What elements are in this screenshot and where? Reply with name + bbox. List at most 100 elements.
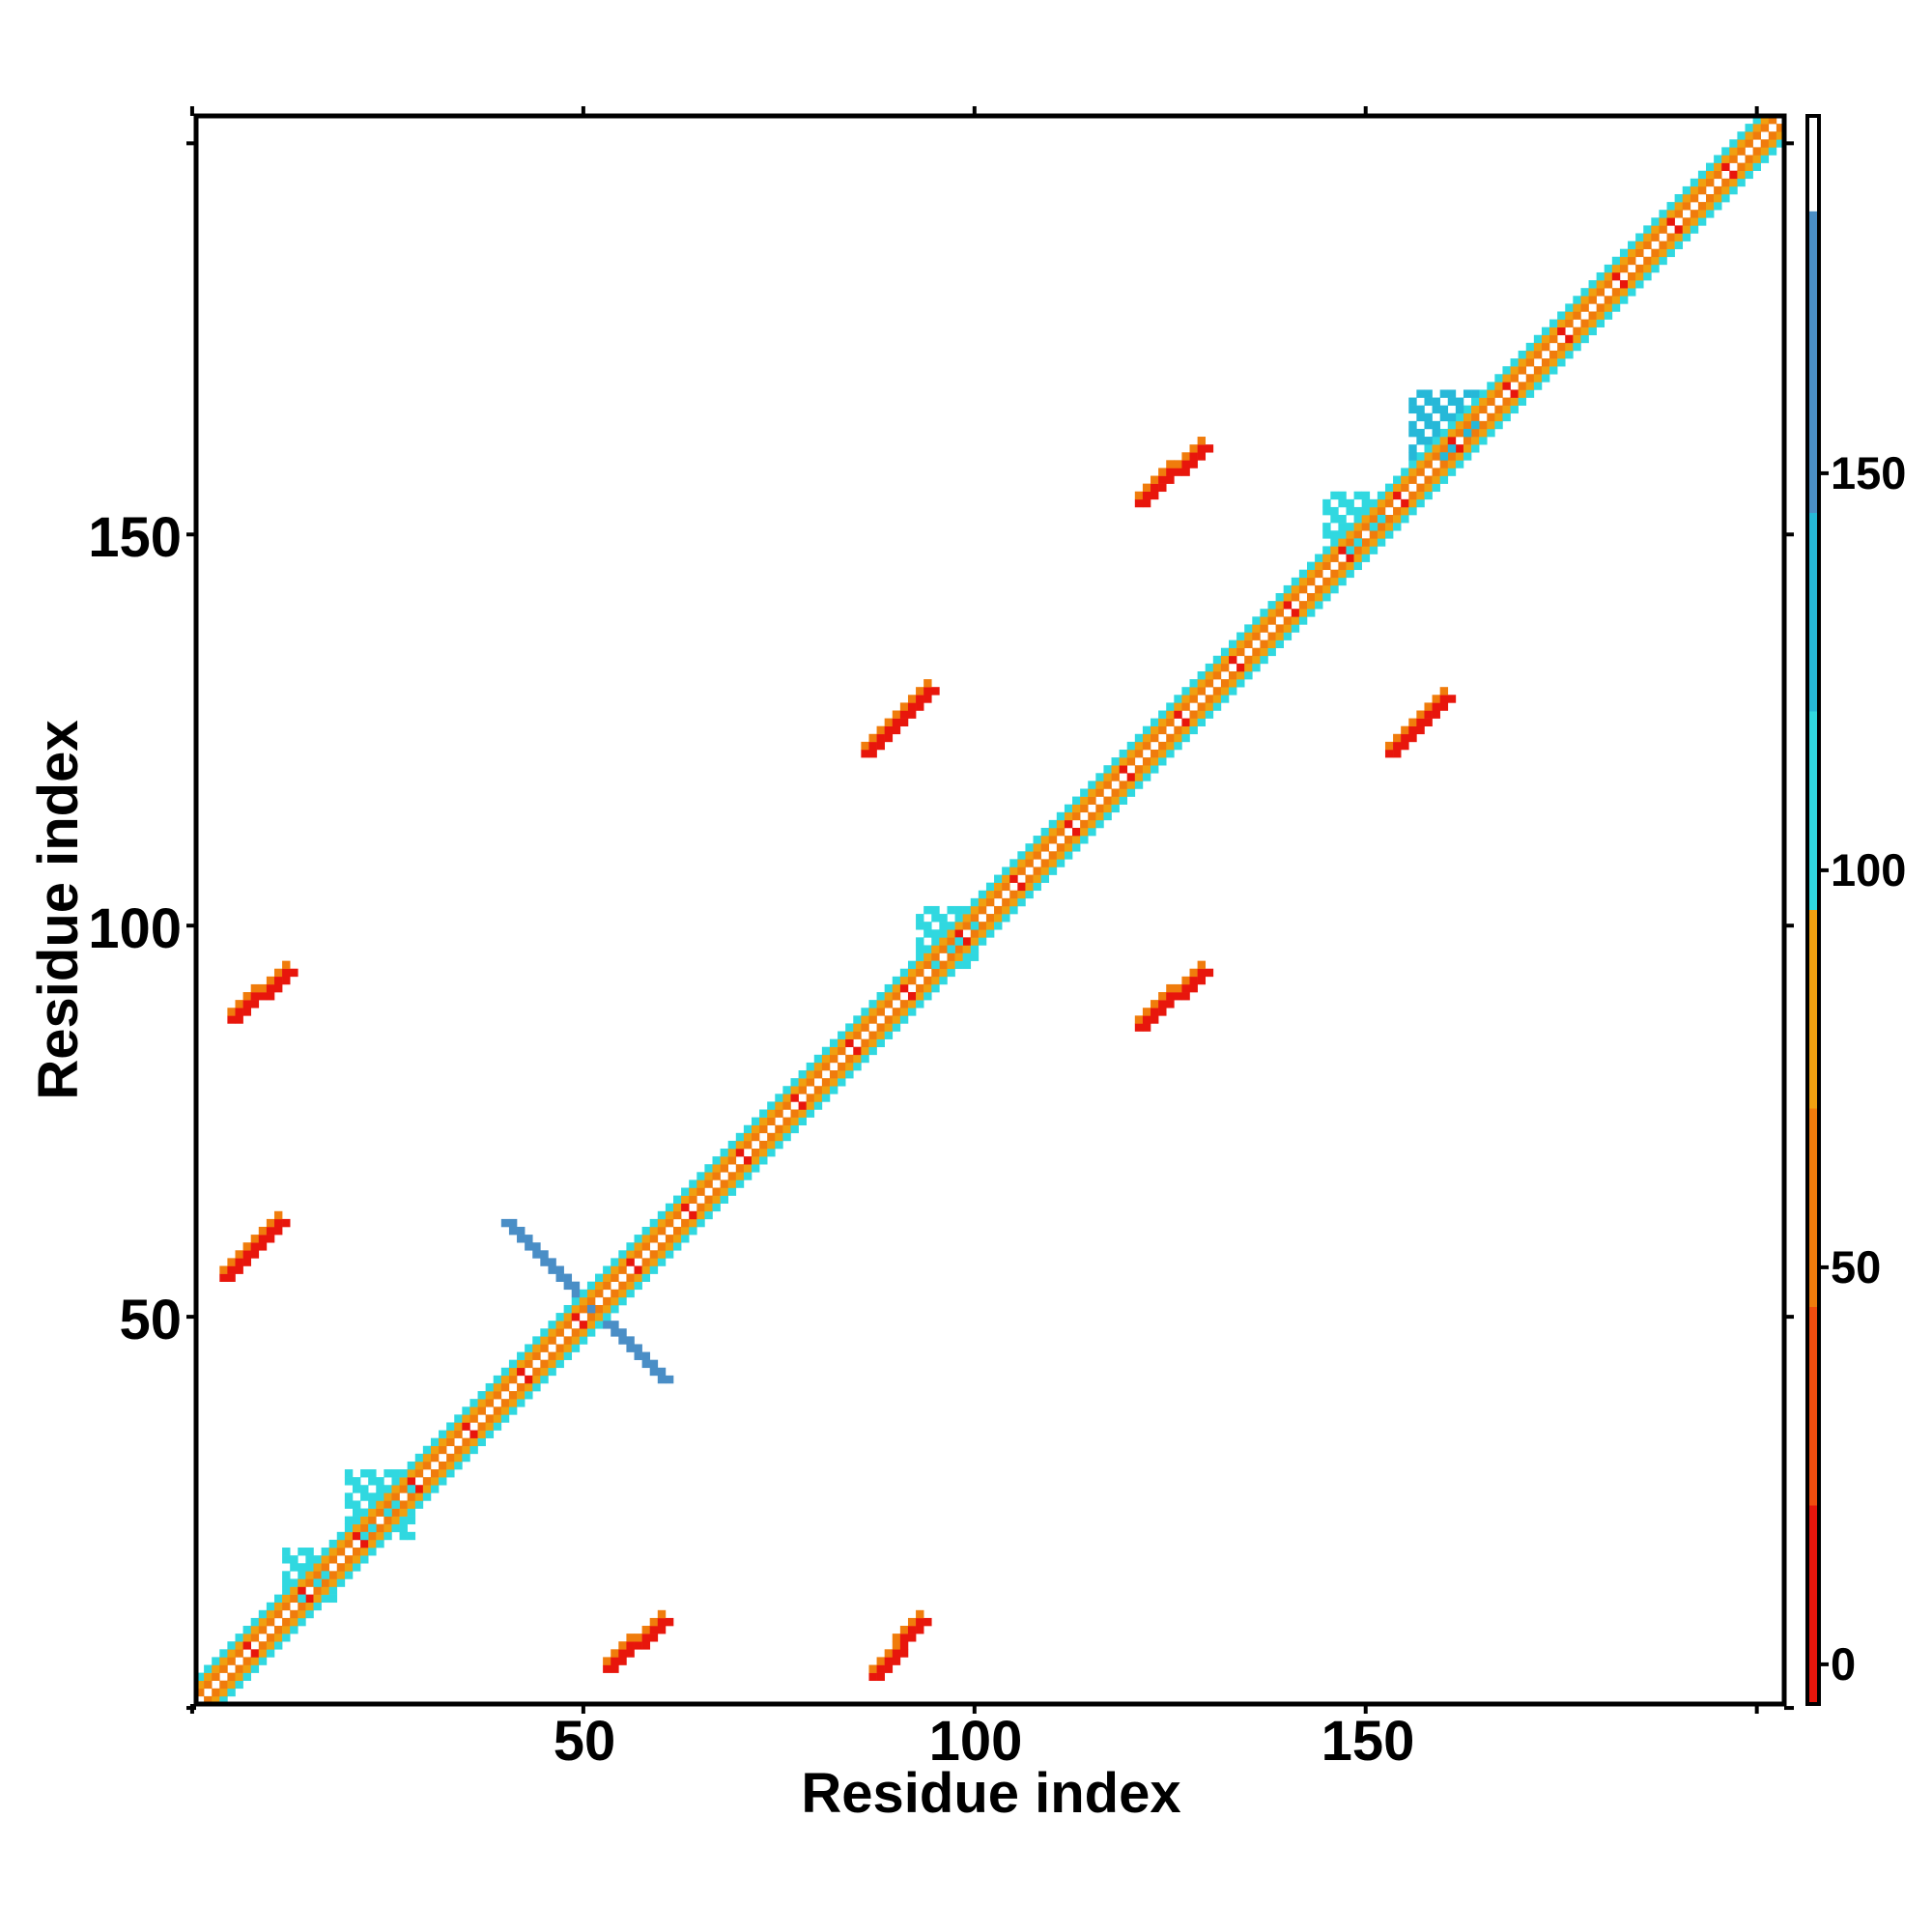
heatmap-cell [305,1594,314,1604]
heatmap-cell [1768,139,1777,148]
heatmap-cell [899,702,909,711]
heatmap-cell [947,945,955,953]
heatmap-cell [907,695,917,703]
heatmap-cell [1267,632,1276,640]
heatmap-cell [1283,624,1293,633]
heatmap-cell [212,1664,220,1673]
heatmap-cell [1682,202,1691,211]
heatmap-cell [618,1657,627,1665]
heatmap-cell [1432,397,1440,406]
heatmap-cell [838,1078,846,1087]
heatmap-cell [829,1046,838,1056]
heatmap-cell [1322,498,1331,508]
heatmap-cell [1315,593,1323,602]
heatmap-cell [282,1548,291,1556]
heatmap-cell [657,1617,667,1627]
heatmap-cell [422,1485,432,1493]
heatmap-cell [1322,523,1331,531]
heatmap-cell [1549,358,1558,367]
heatmap-cell [1697,217,1707,226]
heatmap-cell [1393,741,1402,751]
heatmap-cell [1151,718,1159,726]
heatmap-cell [1048,851,1058,860]
heatmap-cell [273,1634,283,1642]
heatmap-cell [266,1617,275,1627]
heatmap-cell [1338,546,1347,554]
heatmap-cell [1690,225,1699,234]
heatmap-cell [1158,710,1167,719]
heatmap-cell [439,1477,447,1486]
heatmap-cell [290,1586,298,1595]
heatmap-cell [1197,718,1207,726]
heatmap-cell [1009,859,1018,867]
heatmap-cell [235,1672,243,1682]
heatmap-cell [1166,749,1175,758]
heatmap-cell [414,1453,424,1463]
heatmap-cell [759,1149,768,1157]
heatmap-cell [227,1265,236,1274]
colorbar [1807,116,1819,1704]
heatmap-cell [1151,475,1159,484]
heatmap-cell [954,952,963,961]
heatmap-cell [1353,538,1362,547]
heatmap-cell [1494,382,1503,390]
heatmap-cell [391,1477,400,1486]
heatmap-cell [579,1289,588,1298]
heatmap-cell [1525,389,1535,398]
heatmap-cell [1197,444,1207,453]
heatmap-cell [1737,131,1746,140]
heatmap-cell [266,976,275,985]
heatmap-cell [681,1218,690,1228]
heatmap-cell [907,968,917,978]
heatmap-cell [673,1242,682,1251]
heatmap-cell [1424,460,1433,469]
heatmap-cell [1432,468,1440,476]
heatmap-cell [1666,248,1675,258]
heatmap-cell [790,1086,799,1094]
heatmap-cell [1674,225,1684,234]
colorbar-bin [1807,711,1819,910]
heatmap-cell [1033,867,1041,875]
heatmap-cell [235,1265,243,1274]
heatmap-cell [720,1156,728,1165]
heatmap-cell [720,1149,728,1157]
heatmap-cell [1174,695,1182,703]
heatmap-cell [1134,733,1144,743]
colorbar-bin [1807,1307,1819,1506]
heatmap-cell [1424,437,1433,445]
heatmap-cell [704,1172,713,1180]
heatmap-cell [1119,765,1128,774]
heatmap-cell [1033,882,1041,892]
heatmap-cell [212,1657,220,1665]
heatmap-cell [500,1218,510,1228]
heatmap-cell [1142,725,1151,735]
heatmap-cell [1306,577,1316,586]
heatmap-cell [1455,420,1464,430]
heatmap-cell [868,733,877,743]
heatmap-cell [1432,483,1440,493]
heatmap-cell [861,1008,869,1016]
heatmap-cell [1580,296,1589,304]
heatmap-cell [1033,836,1041,844]
heatmap-cell [1463,389,1472,398]
heatmap-cell [1518,358,1527,367]
heatmap-cell [1205,710,1214,719]
heatmap-cell [782,1094,791,1102]
heatmap-cell [298,1609,306,1619]
heatmap-cell [1533,382,1543,390]
heatmap-cell [1111,757,1120,766]
heatmap-cell [219,1695,228,1705]
heatmap-cell [595,1313,604,1321]
heatmap-cell [884,1664,894,1673]
heatmap-cell [689,1179,697,1188]
heatmap-cell [892,1657,901,1665]
heatmap-cell [1369,538,1378,547]
heatmap-cell [266,992,275,1001]
heatmap-cell [689,1210,697,1220]
heatmap-cell [696,1172,705,1180]
heatmap-cell [1596,280,1605,289]
heatmap-cell [250,1242,260,1251]
heatmap-cell [1611,296,1621,304]
heatmap-cell [1752,155,1762,163]
heatmap-cell [376,1477,384,1486]
